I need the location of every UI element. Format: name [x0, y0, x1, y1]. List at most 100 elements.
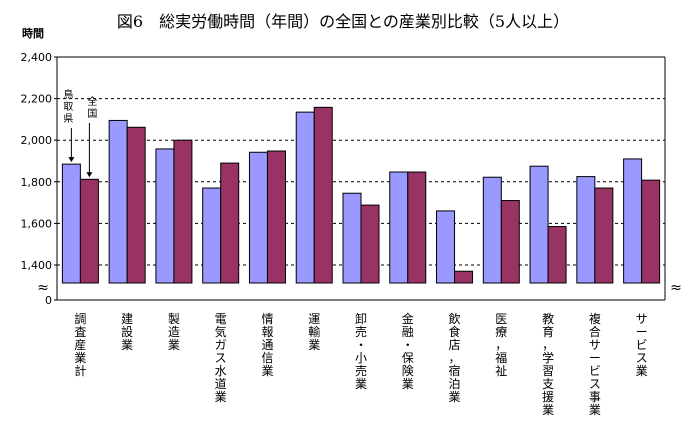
bar-national — [173, 139, 193, 284]
annotation-label-char: 取 — [63, 101, 73, 113]
category-label-char: 道 — [215, 377, 227, 391]
category-label-char: 業 — [355, 377, 367, 391]
category-label-char: 業 — [589, 403, 601, 417]
y-tick-label: 2,400 — [21, 51, 53, 64]
category-label-char: 業 — [542, 403, 554, 417]
category-label-char: 計 — [74, 363, 86, 378]
category-label-char: サ — [589, 338, 601, 352]
category-label-char: ビ — [636, 338, 648, 352]
category-label-char: 電 — [215, 312, 227, 326]
category-label-char: 売 — [355, 363, 367, 378]
category-label-char: 業 — [261, 364, 273, 378]
category-label-char: ー — [636, 325, 648, 339]
category-label-char: 飲 — [449, 311, 461, 326]
category-label-char: 業 — [121, 338, 133, 352]
category-label-char: 輸 — [308, 324, 320, 339]
category-label-char: ・ — [355, 338, 367, 352]
annotation-arrowhead — [68, 157, 75, 163]
category-label-char: 泊 — [449, 377, 461, 391]
bar-national — [500, 200, 520, 284]
bar-tottori — [61, 163, 81, 284]
axis-layer: 0 1,400 1,600 1,800 2,000 2,200 2,400 時間 ≈ ≈ — [21, 26, 682, 307]
category-label-char: 設 — [121, 324, 133, 339]
category-label-char: 業 — [74, 351, 86, 365]
bar-tottori — [436, 210, 456, 284]
category-label-char: 複 — [589, 311, 601, 326]
category-label-char: 険 — [402, 364, 414, 378]
bar-tottori — [295, 111, 315, 284]
category-label-char: 調 — [74, 312, 86, 326]
category-label-char: ， — [495, 338, 507, 352]
bar-tottori — [623, 158, 643, 284]
y-axis-unit: 時間 — [22, 26, 44, 40]
bar-layer — [61, 106, 661, 284]
bar-national — [454, 270, 474, 284]
category-label-char: 業 — [449, 390, 461, 404]
y-tick-label: 1,400 — [21, 259, 53, 272]
bar-national — [313, 106, 333, 284]
bar-national — [220, 162, 240, 284]
bar-tottori — [202, 187, 222, 284]
category-label-char: 教 — [542, 311, 554, 326]
y-tick-label: 2,000 — [21, 134, 53, 147]
category-label-char: 祉 — [495, 364, 507, 378]
category-label-char: 業 — [402, 377, 414, 391]
category-label-char: サ — [636, 312, 648, 326]
category-label-char: ス — [215, 351, 227, 365]
annotation-arrowhead — [86, 172, 93, 178]
category-label-char: 融 — [402, 325, 414, 339]
category-label-char: 製 — [168, 312, 180, 326]
bar-tottori — [108, 119, 128, 284]
annotation-label-char: 県 — [63, 113, 73, 125]
category-label-char: 合 — [589, 324, 601, 339]
category-label-char: ・ — [402, 338, 414, 352]
bar-tottori — [529, 165, 549, 284]
category-label-char: 査 — [74, 325, 86, 339]
category-label-char: 育 — [542, 324, 554, 339]
bar-national — [547, 226, 567, 284]
category-label-char: 卸 — [355, 311, 367, 326]
category-label-char: 保 — [402, 351, 414, 365]
axis-break-mark: ≈ — [670, 280, 682, 296]
annotation-label-char: 全 — [87, 95, 97, 108]
category-label-char: 福 — [495, 350, 507, 365]
bar-national — [407, 171, 427, 284]
category-label-char: 報 — [261, 325, 273, 339]
category-label-char: 金 — [402, 311, 414, 326]
category-label-char: 療 — [495, 325, 507, 339]
category-label-char: ガ — [215, 338, 227, 352]
category-label-char: 食 — [449, 324, 461, 339]
chart-title: 図6 総実労働時間（年間）の全国との産業別比較（5人以上） — [116, 12, 570, 31]
category-label-char: 学 — [542, 350, 554, 365]
category-label-char: 業 — [308, 338, 320, 352]
category-label-char: 運 — [308, 312, 320, 326]
bar-tottori — [342, 192, 362, 284]
category-label-char: 宿 — [449, 363, 461, 378]
bar-national — [126, 126, 146, 284]
category-label-char: 建 — [121, 312, 133, 326]
bar-tottori — [576, 176, 596, 284]
category-label-char: 通 — [261, 338, 273, 352]
category-label-char: 情 — [261, 312, 273, 326]
bar-national — [641, 179, 661, 284]
category-label-char: 店 — [449, 338, 461, 352]
y-tick-label: 0 — [45, 294, 52, 307]
category-label-char: 業 — [168, 338, 180, 352]
category-label-char: 気 — [215, 324, 227, 339]
y-tick-label: 1,800 — [21, 176, 53, 189]
category-label-char: 業 — [636, 364, 648, 378]
category-label-char: 習 — [542, 364, 554, 378]
bar-tottori — [389, 171, 409, 284]
category-label-char: 小 — [355, 351, 367, 365]
category-label-char: 水 — [215, 364, 227, 378]
category-label-char: 事 — [589, 390, 601, 404]
category-label-char: 造 — [168, 325, 180, 339]
y-tick-label: 1,600 — [21, 217, 53, 230]
category-label-char: ビ — [589, 364, 601, 378]
category-label-char: ー — [589, 351, 601, 365]
y-tick-label: 2,200 — [21, 93, 53, 106]
bar-tottori — [248, 151, 268, 284]
category-label-char: ， — [449, 351, 461, 365]
category-label-char: ス — [589, 377, 601, 391]
